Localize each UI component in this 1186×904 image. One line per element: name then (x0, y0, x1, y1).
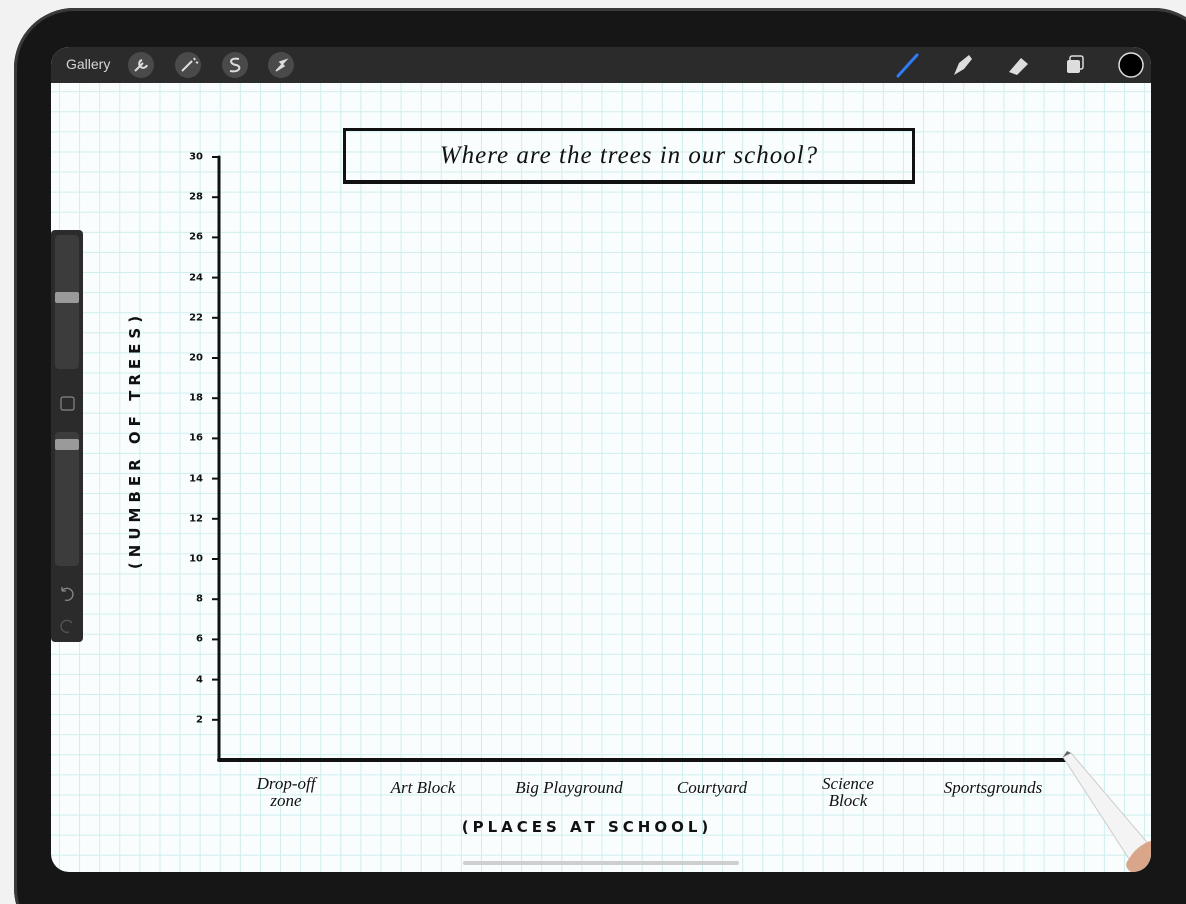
gallery-button[interactable]: Gallery (66, 56, 111, 72)
y-tick-label: 8 (196, 593, 203, 605)
x-axis-label: (PLACES AT SCHOOL) (461, 818, 713, 836)
modify-button[interactable] (60, 396, 75, 411)
y-tick-label: 10 (189, 553, 203, 565)
y-tick-label: 14 (189, 473, 203, 485)
y-tick-label: 18 (189, 392, 203, 404)
y-axis-label: (NUMBER OF TREES) (126, 310, 144, 570)
toolbar-icons (128, 52, 1144, 78)
eraser-tool[interactable] (1009, 58, 1028, 75)
home-indicator (463, 861, 739, 865)
layers-button[interactable] (1067, 60, 1080, 73)
y-tick-label: 4 (196, 674, 203, 686)
x-category-label: Big Playground (515, 778, 623, 797)
redo-button[interactable] (60, 619, 73, 633)
y-tick-label: 30 (189, 151, 203, 163)
pencil-and-hand (1062, 751, 1151, 872)
procreate-screen: Where are the trees in our school? (NUMB… (51, 47, 1151, 872)
color-picker[interactable] (1118, 52, 1144, 78)
y-tick-label: 12 (189, 513, 203, 525)
y-tick-label: 22 (189, 312, 203, 324)
chart-title: Where are the trees in our school? (343, 128, 915, 184)
y-tick-label: 28 (189, 191, 203, 203)
sidebar (51, 230, 83, 642)
x-category-label: Science Block (822, 774, 874, 810)
y-tick-label: 2 (196, 714, 203, 726)
y-tick-label: 26 (189, 231, 203, 243)
smudge-tool[interactable] (954, 55, 972, 75)
y-tick-label: 16 (189, 432, 203, 444)
x-category-label: Art Block (390, 778, 456, 797)
y-tick-label: 20 (189, 352, 203, 364)
y-tick-label: 24 (189, 272, 203, 284)
x-category-label: Courtyard (676, 778, 748, 797)
toolbar: Gallery (51, 47, 1151, 83)
canvas-drawing (212, 155, 1067, 762)
x-category-label: Sportsgrounds (943, 778, 1043, 797)
y-tick-label: 6 (196, 633, 203, 645)
brush-tool[interactable] (896, 53, 919, 78)
opacity-slider[interactable] (55, 432, 79, 566)
x-category-label: Drop-off zone (256, 774, 316, 810)
undo-button[interactable] (61, 587, 74, 601)
